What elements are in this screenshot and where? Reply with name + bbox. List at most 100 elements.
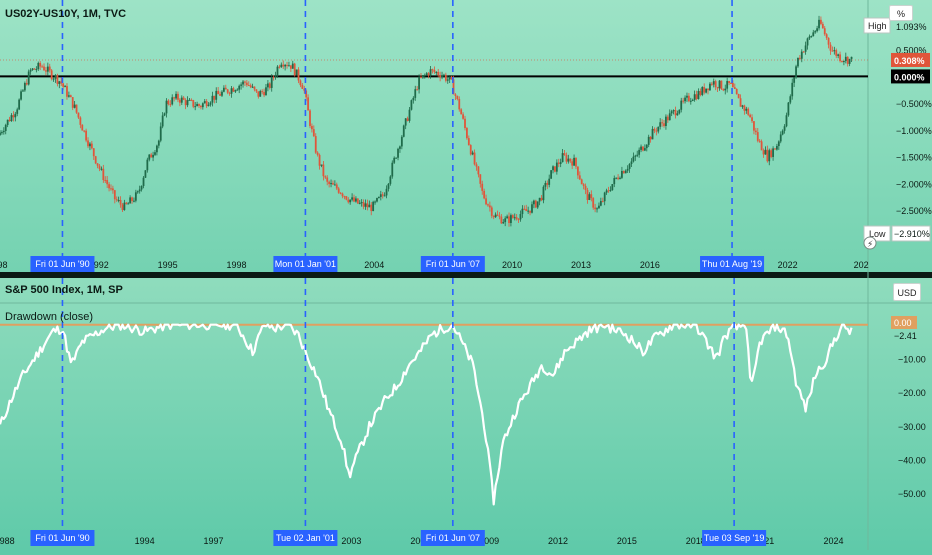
candle-body	[370, 204, 373, 212]
candle-body	[557, 162, 560, 164]
candle-body	[326, 177, 329, 182]
candle-body	[10, 115, 13, 122]
candle-body	[353, 197, 355, 202]
bottom-date-badge: Tue 02 Jan '01	[276, 533, 335, 543]
candle-body	[81, 124, 84, 131]
candle-body	[56, 75, 59, 84]
candle-body	[515, 217, 518, 220]
candle-body	[653, 128, 656, 131]
candle-body	[747, 108, 750, 115]
candle-body	[154, 152, 156, 155]
top-date-badge-box	[273, 256, 338, 272]
candle-body	[540, 197, 543, 201]
candle-body	[75, 104, 78, 113]
candle-body	[119, 199, 122, 205]
candle-body	[735, 88, 738, 95]
candle-body	[404, 118, 407, 126]
candle-body	[624, 170, 627, 174]
candle-body	[481, 183, 484, 191]
candle-body	[622, 171, 625, 174]
candle-body	[33, 68, 36, 70]
candle-body	[722, 89, 725, 91]
candle-body	[205, 101, 208, 107]
candle-body	[213, 95, 216, 100]
top-date-badge: Mon 01 Jan '01	[275, 259, 336, 269]
candle-body	[12, 115, 15, 118]
candle-body	[441, 75, 443, 78]
candle-body	[429, 69, 432, 76]
candle-body	[697, 90, 700, 100]
candle-body	[374, 201, 376, 203]
candle-body	[211, 95, 214, 103]
candle-body	[27, 71, 30, 85]
candle-body	[383, 195, 386, 197]
top-scale-unit-button[interactable]: %	[889, 5, 913, 21]
candle-body	[643, 148, 646, 151]
candle-body	[487, 204, 489, 206]
candle-body	[649, 136, 652, 140]
candle-body	[510, 215, 512, 223]
candle-body	[180, 97, 183, 103]
candle-body	[249, 85, 252, 88]
candle-body	[309, 110, 311, 127]
candle-body	[226, 89, 229, 93]
bottom-scale-unit-button[interactable]: USD	[893, 283, 921, 301]
candle-body	[343, 196, 346, 198]
candle-body	[751, 117, 753, 122]
bottom-x-tick-label: 200	[410, 536, 425, 546]
candle-body	[333, 184, 336, 186]
candle-body	[630, 161, 633, 164]
candle-body	[190, 99, 193, 101]
candle-body	[196, 104, 198, 107]
candle-body	[22, 90, 24, 92]
candle-body	[39, 62, 42, 67]
candle-body	[406, 118, 409, 121]
candle-body	[410, 100, 413, 110]
candle-body	[368, 204, 371, 208]
candle-body	[267, 83, 269, 88]
candle-body	[485, 198, 487, 205]
candle-body	[25, 83, 28, 85]
candle-body	[163, 113, 166, 116]
candle-body	[138, 189, 141, 192]
candle-body	[846, 56, 849, 64]
candle-body	[270, 76, 273, 88]
candle-body	[621, 171, 623, 178]
candle-body	[408, 109, 411, 121]
candle-body	[108, 184, 110, 189]
candle-body	[598, 205, 600, 209]
candle-body	[699, 90, 702, 95]
candle-body	[837, 54, 840, 56]
candle-body	[506, 216, 508, 219]
candle-body	[173, 97, 176, 99]
candle-body	[768, 150, 771, 162]
candle-body	[146, 159, 149, 171]
candle-body	[728, 80, 730, 84]
candle-body	[129, 197, 132, 204]
top-date-badge-box	[420, 256, 485, 272]
candle-body	[423, 74, 426, 76]
top-x-tick-label: 2022	[778, 260, 798, 270]
candle-body	[672, 110, 675, 112]
candle-body	[134, 192, 137, 201]
candle-body	[219, 94, 221, 96]
candle-body	[490, 207, 493, 216]
candle-body	[263, 91, 265, 96]
candle-body	[456, 95, 459, 100]
candle-body	[221, 91, 223, 96]
candle-body	[571, 161, 574, 166]
candle-body	[605, 190, 608, 193]
candle-body	[772, 148, 774, 157]
candle-body	[194, 106, 197, 108]
candle-body	[203, 101, 206, 104]
candle-body	[314, 136, 317, 153]
top-x-tick-label: 1995	[158, 260, 178, 270]
candle-body	[23, 83, 26, 91]
candle-body	[544, 182, 547, 187]
candle-body	[607, 190, 610, 192]
candle-body	[6, 119, 9, 125]
top-x-tick-label: 1998	[227, 260, 247, 270]
candle-body	[663, 123, 665, 126]
candle-body	[425, 73, 428, 75]
candle-body	[511, 215, 514, 218]
